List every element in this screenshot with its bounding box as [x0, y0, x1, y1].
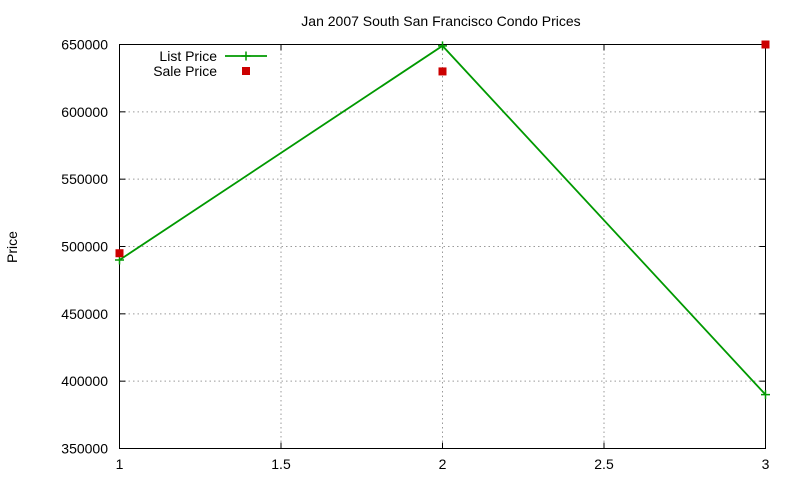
- y-axis-tick-labels: 350000 400000 450000 500000 550000 600000 6500…: [61, 37, 108, 457]
- x-tick-label: 2.5: [594, 456, 614, 472]
- x-tick-label: 2: [439, 456, 447, 472]
- y-tick-label: 600000: [61, 104, 108, 120]
- legend-marker-list-price: [241, 51, 251, 61]
- y-tick-label: 500000: [61, 239, 108, 255]
- grid-lines: [119, 44, 766, 449]
- chart-title: Jan 2007 South San Francisco Condo Price…: [301, 13, 580, 29]
- x-axis-tick-labels: 1 1.5 2 2.5 3: [116, 456, 770, 472]
- y-tick-label: 650000: [61, 37, 108, 53]
- legend-label-sale-price: Sale Price: [153, 63, 217, 79]
- list-price-series: [115, 41, 770, 400]
- list-price-point: [438, 41, 447, 51]
- legend-label-list-price: List Price: [159, 48, 217, 64]
- y-axis-label: Price: [4, 231, 20, 263]
- sale-price-point: [438, 67, 447, 76]
- sale-price-point: [115, 249, 124, 258]
- legend-marker-sale-price: [242, 67, 250, 75]
- x-tick-label: 3: [762, 456, 770, 472]
- series-layer: [115, 40, 770, 400]
- y-tick-label: 550000: [61, 171, 108, 187]
- y-tick-label: 450000: [61, 306, 108, 322]
- sale-price-series: [115, 40, 770, 258]
- x-tick-label: 1.5: [271, 456, 291, 472]
- sale-price-point: [761, 40, 770, 49]
- x-tick-label: 1: [116, 456, 124, 472]
- y-tick-label: 350000: [61, 441, 108, 457]
- y-tick-label: 400000: [61, 373, 108, 389]
- list-price-point: [761, 390, 770, 400]
